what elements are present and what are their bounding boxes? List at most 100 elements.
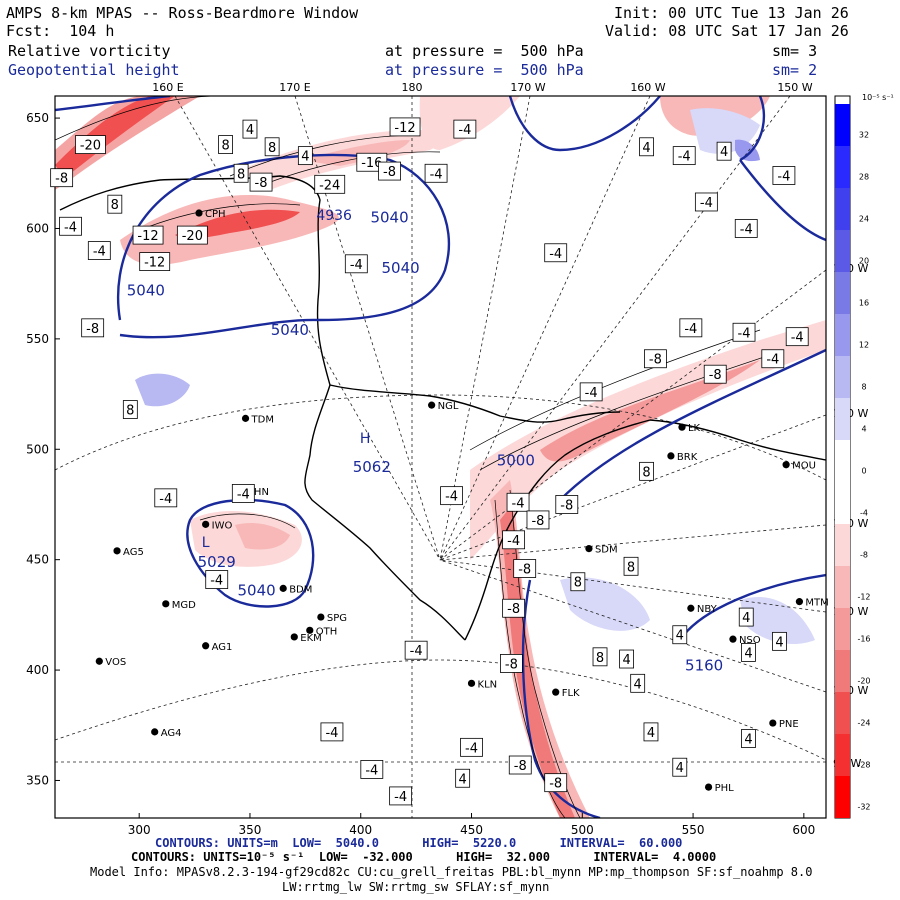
field2-smoothing: sm= 2 bbox=[772, 61, 818, 79]
vorticity-label-box bbox=[639, 461, 654, 481]
height-ne-top bbox=[739, 96, 766, 162]
vorticity-label-box bbox=[672, 757, 688, 777]
colorbar-label: -28 bbox=[857, 761, 870, 770]
vorticity-contour-label: -4 bbox=[410, 644, 423, 659]
station-marker bbox=[162, 600, 170, 608]
footer-vorticity-contours: CONTOURS: UNITS=10⁻⁵ s⁻¹ LOW= -32.000 HI… bbox=[131, 850, 717, 864]
y-tick-label: 550 bbox=[26, 332, 49, 346]
height-ridge-east bbox=[559, 348, 826, 501]
vorticity-label-box bbox=[502, 598, 526, 618]
field2-level: at pressure = 500 hPa bbox=[385, 61, 584, 79]
x-tick-label: 600 bbox=[792, 823, 815, 837]
vorticity-label-box bbox=[50, 168, 74, 188]
vorticity-contour-label: 4 bbox=[775, 635, 783, 650]
colorbar-cell bbox=[835, 776, 850, 818]
station-label: NSO bbox=[739, 635, 761, 646]
y-tick-label: 450 bbox=[26, 553, 49, 567]
vorticity-label-box bbox=[87, 241, 111, 260]
vorticity-contour-label: -8 bbox=[383, 165, 396, 180]
station-label: NBY bbox=[697, 604, 718, 615]
height-ne-arc bbox=[739, 159, 826, 242]
meridian-120w bbox=[439, 524, 826, 561]
x-tick-label: 350 bbox=[239, 823, 262, 837]
colorbar-cell bbox=[835, 650, 850, 692]
graticule-layer bbox=[55, 96, 826, 818]
vorticity-contour-label: -4 bbox=[512, 496, 525, 511]
colorbar-labels: 32 28 24 20 16 12 8 4 0 -4 -8 -12 -16 -20 -24 -28 -32 bbox=[857, 131, 870, 812]
colorbar-label: 24 bbox=[859, 215, 869, 224]
x-tick-label: 500 bbox=[571, 823, 594, 837]
colorbar-label: 4 bbox=[861, 425, 866, 434]
vorticity-contour-label: -24 bbox=[319, 178, 340, 193]
parallel-b bbox=[55, 394, 826, 481]
y-tick-label: 500 bbox=[26, 442, 49, 456]
vorticity-contour-label: -8 bbox=[514, 759, 527, 774]
top-longitude-label: 180 bbox=[402, 81, 423, 94]
station-label: SPG bbox=[327, 613, 347, 624]
vorticity-label-box bbox=[242, 119, 258, 139]
forecast-hour: Fcst: 104 h bbox=[6, 22, 115, 40]
vorticity-contour-label: -4 bbox=[365, 763, 378, 778]
vorticity-label-box bbox=[570, 572, 586, 592]
station-label: MGD bbox=[172, 600, 196, 611]
vorticity-label-box bbox=[205, 570, 229, 589]
vorticity-contour-label: -8 bbox=[531, 514, 544, 529]
colorbar-label: -8 bbox=[860, 551, 868, 560]
colorbar-label: 0 bbox=[861, 467, 866, 476]
vorticity-label-box bbox=[785, 327, 809, 347]
vorticity-label-box bbox=[623, 556, 639, 576]
station-marker bbox=[151, 728, 159, 736]
vorticity-blue-west bbox=[135, 373, 190, 407]
station-label: FLK bbox=[562, 688, 580, 699]
top-longitude-label: 170 W bbox=[510, 81, 545, 94]
colorbar-label: 32 bbox=[859, 131, 869, 140]
footer-height-contours: CONTOURS: UNITS=m LOW= 5040.0 HIGH= 5220… bbox=[155, 836, 683, 850]
station-marker bbox=[113, 547, 121, 555]
height-contour-label: 5040 bbox=[127, 281, 165, 299]
vorticity-contour-label: -8 bbox=[549, 777, 562, 792]
vorticity-label-box bbox=[526, 510, 550, 530]
station-label: PNE bbox=[779, 719, 799, 730]
station-label: VOS bbox=[105, 657, 126, 668]
vorticity-contour-label: -8 bbox=[505, 657, 518, 672]
vorticity-contour-label: 4 bbox=[246, 123, 254, 138]
parallel-a bbox=[55, 659, 826, 761]
extremum-label: H bbox=[360, 431, 371, 447]
vorticity-label-box bbox=[502, 530, 526, 550]
vorticity-contour-label: 4 bbox=[622, 653, 630, 668]
vorticity-contour-1 bbox=[55, 96, 221, 141]
height-contour-label: 5040 bbox=[382, 259, 420, 277]
meridian-140w bbox=[439, 269, 826, 561]
vorticity-label-box bbox=[132, 225, 164, 245]
colorbar-label: -24 bbox=[857, 719, 870, 728]
vorticity-contour-label: 8 bbox=[627, 560, 635, 575]
top-longitude-label: 150 W bbox=[777, 81, 812, 94]
meridian-110w bbox=[439, 559, 826, 613]
vorticity-contour-8 bbox=[199, 513, 296, 529]
vorticity-contour-label: -4 bbox=[766, 353, 779, 368]
vorticity-label-box bbox=[455, 768, 471, 788]
vorticity-contour-label: -4 bbox=[678, 150, 691, 165]
height-trough-west bbox=[55, 96, 171, 112]
vorticity-label-box bbox=[389, 117, 421, 137]
colorbar-label: 28 bbox=[859, 173, 869, 182]
vorticity-band-upper-core bbox=[300, 140, 410, 166]
vorticity-contour-label: -4 bbox=[738, 326, 751, 341]
station-marker bbox=[95, 657, 103, 665]
vorticity-label-box bbox=[59, 216, 82, 236]
height-contour-label: 5062 bbox=[353, 458, 391, 476]
init-time: Init: 00 UTC Tue 13 Jan 26 bbox=[614, 4, 849, 22]
vorticity-contour-label: -4 bbox=[458, 123, 471, 138]
vorticity-contour-label: 8 bbox=[111, 198, 119, 213]
vorticity-contour-label: -4 bbox=[585, 386, 598, 401]
vorticity-label-box bbox=[579, 382, 603, 402]
vorticity-label-box bbox=[672, 146, 696, 166]
height-contour-label: 5040 bbox=[238, 582, 276, 600]
colorbar-cell bbox=[835, 734, 850, 776]
colorbar-cell bbox=[835, 356, 850, 398]
vorticity-contour-label: 8 bbox=[221, 139, 229, 154]
colorbar-label: -12 bbox=[857, 593, 870, 602]
station-label: PHL bbox=[715, 783, 735, 794]
station-marker bbox=[279, 584, 287, 592]
station-marker bbox=[769, 719, 777, 727]
